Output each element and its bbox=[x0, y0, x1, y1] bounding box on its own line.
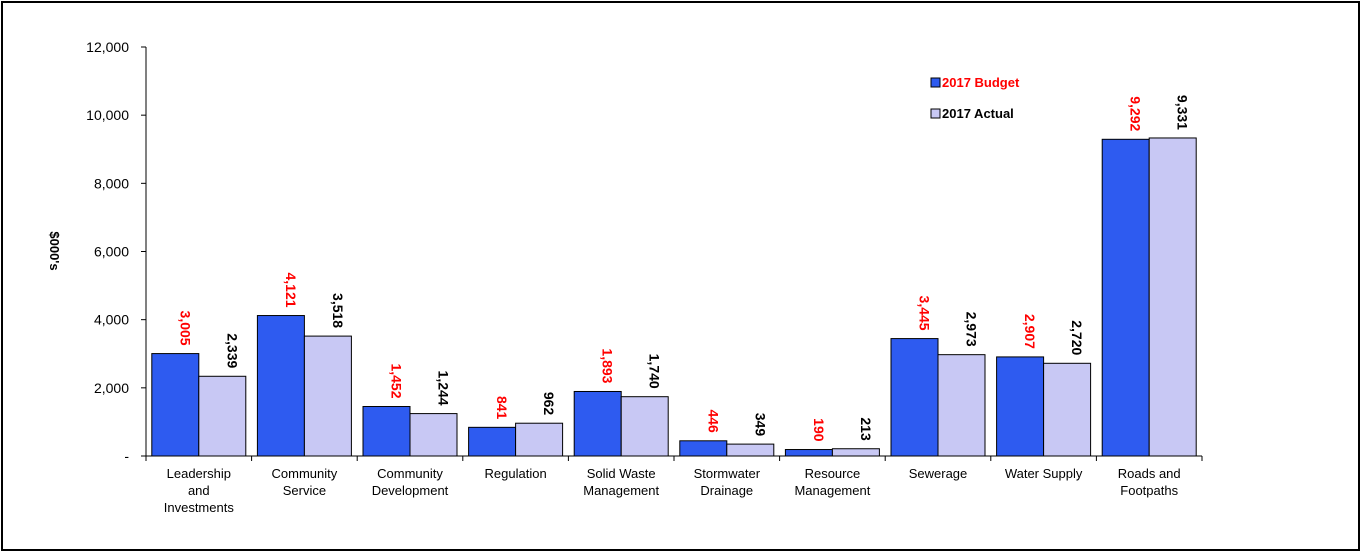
bar bbox=[996, 356, 1045, 457]
x-category-label: Leadership bbox=[167, 466, 231, 481]
data-label: 1,893 bbox=[600, 348, 616, 383]
bar bbox=[937, 354, 986, 457]
bar bbox=[515, 422, 564, 457]
bar bbox=[409, 413, 458, 457]
data-label: 9,292 bbox=[1128, 96, 1144, 131]
data-label: 213 bbox=[858, 417, 874, 441]
bar bbox=[1043, 362, 1092, 457]
legend-swatch bbox=[930, 108, 941, 119]
data-label: 1,244 bbox=[436, 371, 452, 406]
bar bbox=[1148, 137, 1197, 457]
bar bbox=[198, 375, 247, 457]
data-label: 3,445 bbox=[917, 296, 933, 331]
y-tick-label: 2,000 bbox=[94, 380, 129, 396]
x-category-label: Investments bbox=[164, 500, 235, 515]
data-label: 9,331 bbox=[1175, 95, 1191, 130]
y-tick-label: 6,000 bbox=[94, 244, 129, 260]
data-label: 349 bbox=[752, 413, 768, 437]
data-label: 1,452 bbox=[389, 363, 405, 398]
legend-swatch bbox=[930, 77, 941, 88]
bar bbox=[679, 440, 728, 457]
y-tick-label: 8,000 bbox=[94, 175, 129, 191]
legend-label: 2017 Actual bbox=[942, 106, 1014, 121]
x-category-label: Management bbox=[794, 483, 870, 498]
x-category-label: Service bbox=[283, 483, 326, 498]
data-label: 446 bbox=[705, 409, 721, 433]
data-label: 4,121 bbox=[283, 272, 299, 307]
y-tick-label: - bbox=[124, 448, 129, 464]
x-category-label: Regulation bbox=[485, 466, 547, 481]
data-label: 3,005 bbox=[177, 311, 193, 346]
bar bbox=[620, 396, 669, 457]
bar bbox=[831, 448, 880, 457]
x-category-label: Footpaths bbox=[1120, 483, 1178, 498]
bar bbox=[468, 426, 517, 457]
x-category-label: Development bbox=[372, 483, 449, 498]
x-category-label: Community bbox=[377, 466, 443, 481]
x-category-label: Community bbox=[272, 466, 338, 481]
x-category-label: Resource bbox=[805, 466, 861, 481]
x-category-label: Roads and bbox=[1118, 466, 1181, 481]
bar bbox=[726, 443, 775, 457]
x-category-label: Stormwater bbox=[694, 466, 761, 481]
y-axis-title: $000's bbox=[47, 231, 62, 270]
data-label: 2,339 bbox=[224, 333, 240, 368]
x-category-label: Drainage bbox=[700, 483, 753, 498]
bar bbox=[573, 390, 622, 457]
x-category-label: and bbox=[188, 483, 210, 498]
data-label: 1,740 bbox=[647, 354, 663, 389]
bar bbox=[151, 353, 200, 457]
data-label: 2,907 bbox=[1022, 314, 1038, 349]
bar bbox=[1101, 138, 1150, 457]
x-category-label: Management bbox=[583, 483, 659, 498]
x-category-label: Sewerage bbox=[909, 466, 968, 481]
x-category-label: Water Supply bbox=[1005, 466, 1083, 481]
y-tick-label: 10,000 bbox=[86, 107, 129, 123]
data-label: 962 bbox=[541, 392, 557, 416]
legend-label: 2017 Budget bbox=[942, 75, 1020, 90]
bar bbox=[784, 449, 833, 457]
data-label: 190 bbox=[811, 418, 827, 442]
data-label: 2,720 bbox=[1069, 320, 1085, 355]
x-category-label: Solid Waste bbox=[587, 466, 656, 481]
y-tick-label: 4,000 bbox=[94, 312, 129, 328]
bar bbox=[362, 406, 411, 457]
y-tick-label: 12,000 bbox=[86, 39, 129, 55]
bar bbox=[303, 335, 352, 457]
bar bbox=[256, 315, 305, 457]
data-label: 841 bbox=[494, 396, 510, 420]
data-label: 3,518 bbox=[330, 293, 346, 328]
bar bbox=[890, 338, 939, 457]
data-label: 2,973 bbox=[964, 312, 980, 347]
